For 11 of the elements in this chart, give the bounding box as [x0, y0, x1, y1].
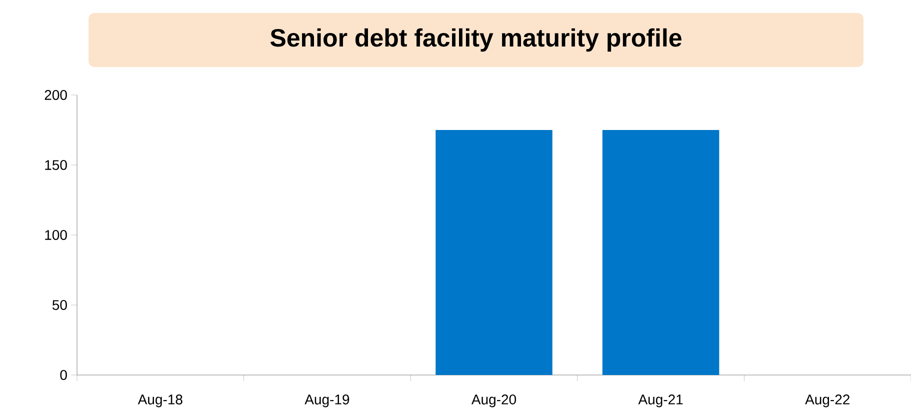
x-tick-label: Aug-21 [638, 394, 683, 408]
y-tick-label: 150 [45, 160, 67, 170]
chart-title: Senior debt facility maturity profile [270, 28, 682, 52]
y-tick-label: 100 [45, 230, 67, 240]
x-tick-label: Aug-22 [805, 394, 850, 408]
x-tick-label: Aug-20 [471, 394, 516, 408]
x-tick-label: Aug-19 [304, 394, 350, 408]
y-tick-label: 0 [60, 370, 67, 380]
x-tick-label: Aug-18 [138, 394, 182, 408]
y-tick-label: 50 [52, 300, 67, 310]
y-tick-label: 200 [44, 90, 67, 100]
